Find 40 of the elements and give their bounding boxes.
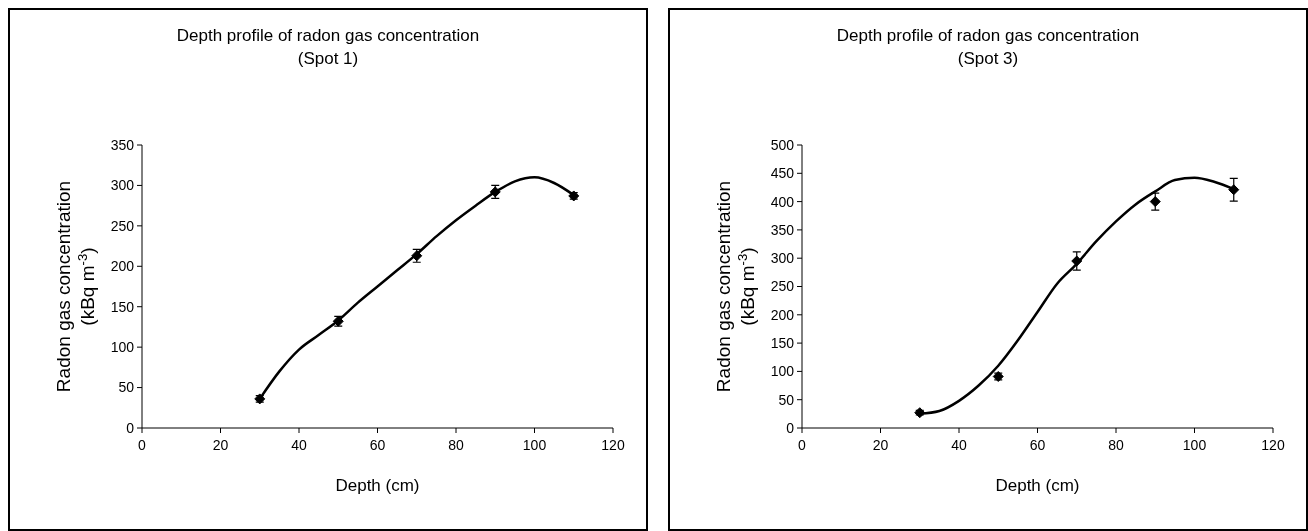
x-tick-label: 100 bbox=[522, 437, 547, 453]
y-tick-label: 100 bbox=[770, 363, 795, 380]
y-tick-label: 250 bbox=[770, 278, 795, 295]
y-tick-label: 250 bbox=[110, 217, 135, 234]
y-tick-label: 400 bbox=[770, 193, 795, 210]
x-tick-label: 0 bbox=[798, 437, 807, 453]
chart-title: Depth profile of radon gas concentration bbox=[176, 26, 480, 45]
x-tick-label: 40 bbox=[291, 437, 307, 453]
x-tick-label: 0 bbox=[138, 437, 147, 453]
y-tick-label: 50 bbox=[118, 379, 135, 396]
x-tick-label: 20 bbox=[872, 437, 889, 453]
y-tick-label: 350 bbox=[110, 136, 135, 153]
y-tick-label: 200 bbox=[110, 258, 135, 275]
x-tick-label: 60 bbox=[1029, 437, 1046, 453]
x-tick-label: 80 bbox=[448, 437, 464, 453]
y-tick-label: 300 bbox=[110, 177, 135, 194]
x-tick-label: 40 bbox=[951, 437, 967, 453]
y-tick-label: 500 bbox=[770, 136, 795, 153]
y-tick-label: 150 bbox=[770, 335, 795, 351]
x-axis-title: Depth (cm) bbox=[995, 476, 1080, 495]
y-tick-label: 450 bbox=[770, 165, 795, 182]
y-tick-label: 50 bbox=[778, 391, 795, 408]
x-tick-label: 80 bbox=[1108, 437, 1124, 453]
x-tick-label: 120 bbox=[1261, 437, 1285, 453]
y-tick-label: 0 bbox=[786, 419, 795, 436]
x-tick-label: 100 bbox=[1182, 437, 1207, 453]
chart-subtitle: (Spot 3) bbox=[957, 49, 1019, 68]
y-tick-label: 150 bbox=[110, 298, 135, 315]
y-tick-label: 0 bbox=[126, 419, 135, 436]
x-axis-title: Depth (cm) bbox=[335, 476, 420, 495]
x-tick-label: 120 bbox=[601, 437, 625, 453]
y-tick-label: 200 bbox=[770, 306, 795, 323]
y-tick-label: 100 bbox=[110, 339, 135, 356]
chart-title: Depth profile of radon gas concentration bbox=[836, 26, 1140, 45]
x-tick-label: 20 bbox=[212, 437, 229, 453]
y-tick-label: 350 bbox=[770, 221, 795, 238]
point bbox=[1149, 196, 1161, 208]
y-tick-label: 300 bbox=[770, 250, 795, 267]
x-tick-label: 60 bbox=[369, 437, 386, 453]
chart-subtitle: (Spot 1) bbox=[297, 49, 359, 68]
